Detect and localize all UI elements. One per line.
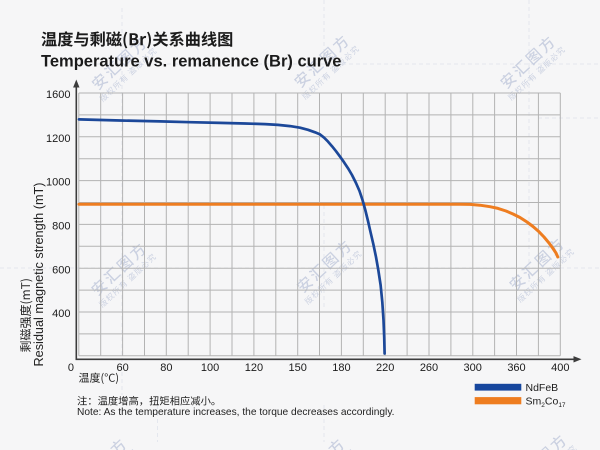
svg-text:1000: 1000 xyxy=(46,177,70,189)
svg-text:80: 80 xyxy=(160,362,172,374)
svg-text:NdFeB: NdFeB xyxy=(526,382,559,394)
svg-text:Residual magnetic strength (mT: Residual magnetic strength (mT) xyxy=(32,182,46,366)
svg-text:Temperature vs. remanence (Br): Temperature vs. remanence (Br) curve xyxy=(41,53,342,71)
svg-text:Note: As the temperature incre: Note: As the temperature increases, the … xyxy=(77,407,395,418)
svg-text:1200: 1200 xyxy=(46,133,70,145)
svg-text:60: 60 xyxy=(116,362,128,374)
svg-text:1600: 1600 xyxy=(46,89,70,101)
svg-text:300: 300 xyxy=(464,362,482,374)
svg-text:360: 360 xyxy=(507,362,525,374)
svg-text:150: 150 xyxy=(289,362,307,374)
svg-text:600: 600 xyxy=(52,264,70,276)
svg-text:800: 800 xyxy=(52,221,70,233)
svg-text:400: 400 xyxy=(551,362,569,374)
svg-text:120: 120 xyxy=(245,362,263,374)
svg-text:400: 400 xyxy=(52,308,70,320)
svg-text:260: 260 xyxy=(420,362,438,374)
svg-text:Sm2Co17: Sm2Co17 xyxy=(526,396,566,410)
svg-text:100: 100 xyxy=(201,362,219,374)
svg-text:220: 220 xyxy=(376,362,394,374)
svg-text:0: 0 xyxy=(68,362,74,374)
svg-text:180: 180 xyxy=(332,362,350,374)
